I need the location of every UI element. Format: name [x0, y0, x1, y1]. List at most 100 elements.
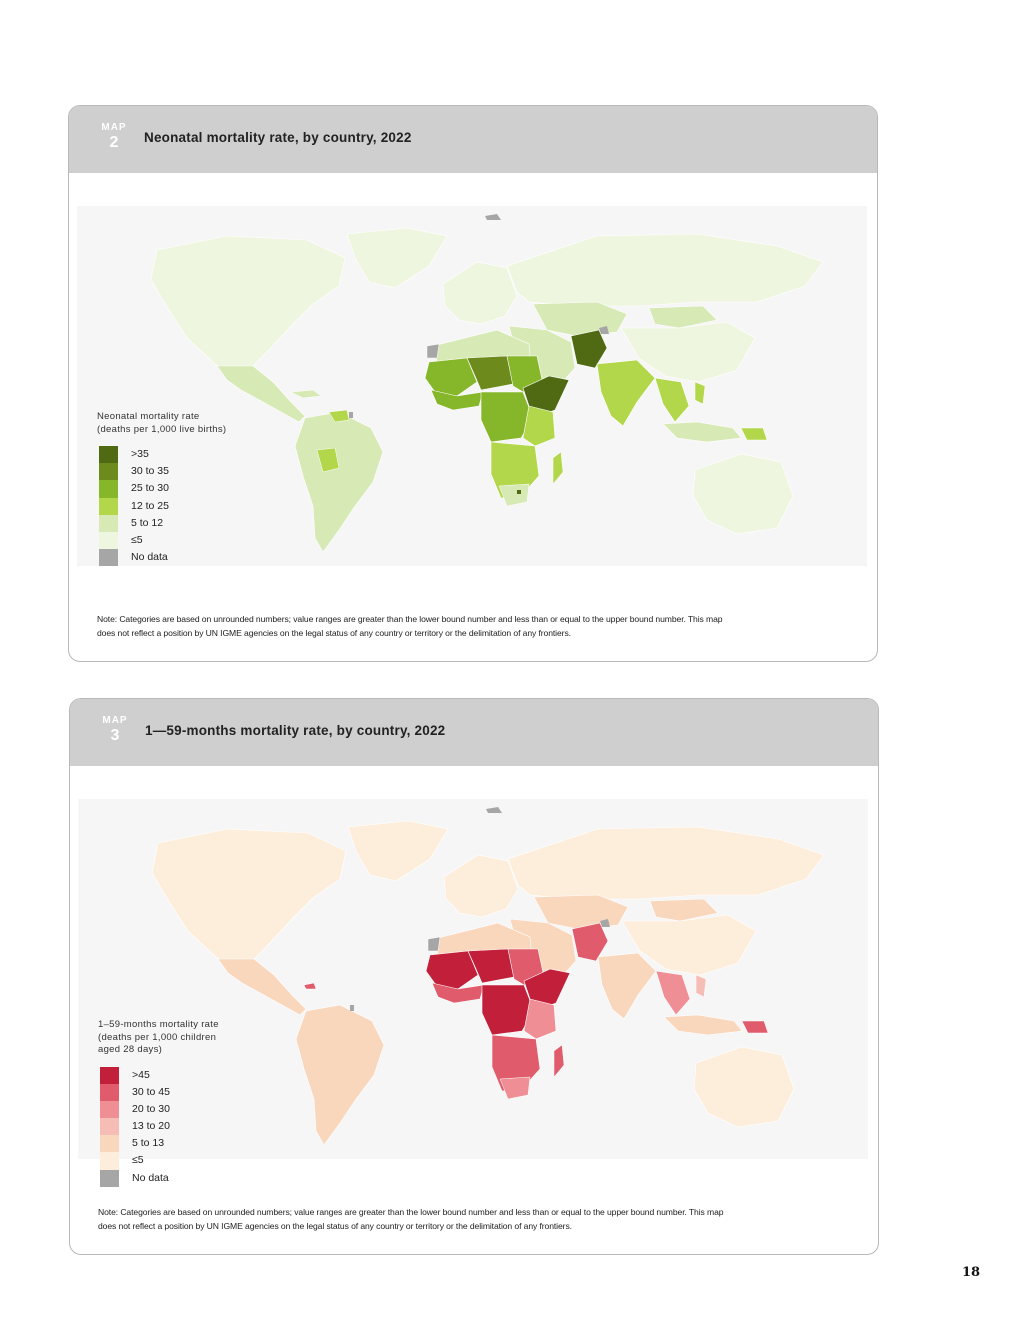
legend-title-line: aged 28 days) — [98, 1044, 163, 1055]
legend-title-line: 1–59-months mortality rate — [98, 1019, 219, 1030]
legend-title-line: (deaths per 1,000 children — [98, 1031, 217, 1043]
sahel-central — [467, 948, 515, 984]
note-line: Note: Categories are based on unrounded … — [98, 1207, 724, 1217]
southeast-asia — [655, 970, 691, 1016]
legend-label: 5 to 12 — [131, 516, 164, 529]
philippines — [695, 974, 707, 998]
map-number: 2 — [109, 134, 119, 151]
legend-swatch — [100, 1118, 119, 1136]
legend-item: 30 to 35 — [97, 463, 226, 481]
south-america — [295, 1004, 385, 1146]
australia — [693, 1046, 795, 1128]
east-africa — [522, 405, 556, 447]
world-map-svg — [77, 206, 867, 566]
legend-swatch — [99, 549, 118, 567]
madagascar — [553, 1044, 565, 1078]
map-note: Note: Categories are based on unrounded … — [98, 1205, 843, 1233]
legend-label: ≤5 — [132, 1154, 144, 1167]
legend-item: 5 to 13 — [98, 1135, 219, 1153]
north-america — [151, 828, 347, 968]
legend-swatch — [99, 514, 118, 532]
map-note: Note: Categories are based on unrounded … — [97, 612, 842, 640]
legend-label: No data — [132, 1171, 169, 1184]
western-sahara — [426, 343, 440, 359]
legend-title-line: (deaths per 1,000 live births) — [97, 423, 227, 435]
legend-swatch — [99, 497, 118, 515]
australia — [692, 453, 794, 535]
legend-item: 20 to 30 — [98, 1100, 219, 1119]
pakistan-afghanistan — [571, 922, 609, 962]
lesotho — [517, 490, 521, 494]
mongolia — [649, 898, 719, 922]
map-number: 3 — [110, 727, 120, 744]
mongolia — [648, 305, 718, 329]
guyana-region — [328, 409, 350, 423]
kashmir — [599, 326, 609, 334]
china — [621, 914, 757, 976]
legend-swatch — [100, 1169, 119, 1187]
legend-label: 13 to 20 — [132, 1120, 170, 1133]
legend-item: 25 to 30 — [97, 480, 226, 498]
map-tag-word: MAP — [102, 715, 128, 726]
world-choropleth-map — [77, 206, 867, 566]
legend-swatch — [99, 463, 118, 481]
svalbard — [485, 214, 501, 220]
legend-item: 30 to 45 — [98, 1083, 219, 1101]
south-africa — [499, 1076, 531, 1100]
southeast-asia — [654, 377, 690, 423]
legend-items: >45 30 to 45 20 to 30 13 to 20 5 to 13 ≤5 No d… — [98, 1066, 219, 1187]
legend-item: ≤5 — [98, 1152, 219, 1170]
map-tag-word: MAP — [101, 122, 127, 133]
legend-label: 12 to 25 — [131, 499, 169, 512]
north-america — [150, 235, 346, 375]
papua-new-guinea — [741, 1020, 769, 1034]
china — [620, 321, 756, 383]
west-africa-coast — [430, 389, 484, 411]
note-line: does not reflect a position by UN IGME a… — [97, 628, 571, 638]
legend-item: 12 to 25 — [97, 497, 226, 515]
legend-item: No data — [97, 549, 226, 567]
greenland — [347, 820, 449, 882]
india — [597, 952, 657, 1020]
madagascar — [552, 451, 564, 485]
south-africa — [498, 483, 530, 507]
legend-label: 30 to 35 — [131, 465, 169, 478]
legend-label: >35 — [131, 448, 149, 460]
kashmir — [600, 919, 610, 927]
central-africa — [481, 984, 535, 1036]
note-line: does not reflect a position by UN IGME a… — [98, 1221, 572, 1231]
note-line: Note: Categories are based on unrounded … — [97, 614, 723, 624]
legend-swatch — [100, 1135, 119, 1153]
legend-title-line: Neonatal mortality rate — [97, 411, 200, 422]
europe — [443, 854, 519, 918]
legend-item: 5 to 12 — [97, 514, 226, 532]
legend-title: Neonatal mortality rate (deaths per 1,00… — [97, 411, 226, 436]
map-title: Neonatal mortality rate, by country, 202… — [144, 130, 412, 145]
europe — [442, 261, 518, 325]
world-map-svg — [78, 799, 868, 1159]
east-africa — [523, 998, 557, 1040]
papua-new-guinea — [740, 427, 768, 441]
page-number: 18 — [962, 1265, 981, 1280]
map-tag: MAP 2 — [97, 122, 131, 152]
map-title: 1—59-months mortality rate, by country, … — [145, 723, 446, 738]
legend-label: 30 to 45 — [132, 1085, 170, 1098]
legend-swatch — [99, 531, 118, 550]
legend-label: No data — [131, 551, 168, 564]
legend-swatch — [100, 1066, 119, 1084]
bolivia — [316, 447, 340, 473]
pakistan-afghanistan — [570, 329, 608, 369]
map-tag: MAP 3 — [98, 715, 132, 745]
map-panel-postneonatal: MAP 3 1—59-months mortality rate, by cou… — [69, 698, 879, 1255]
greenland — [346, 227, 448, 289]
legend-label: 5 to 13 — [132, 1137, 165, 1150]
legend-swatch — [99, 446, 118, 464]
western-sahara — [427, 936, 441, 952]
panel-header: MAP 3 1—59-months mortality rate, by cou… — [70, 699, 878, 766]
legend-label: 20 to 30 — [132, 1102, 170, 1115]
indonesia — [662, 421, 742, 443]
legend-swatch — [100, 1100, 119, 1119]
central-africa — [480, 391, 534, 443]
legend-item: >35 — [97, 446, 226, 464]
russia — [507, 826, 825, 900]
